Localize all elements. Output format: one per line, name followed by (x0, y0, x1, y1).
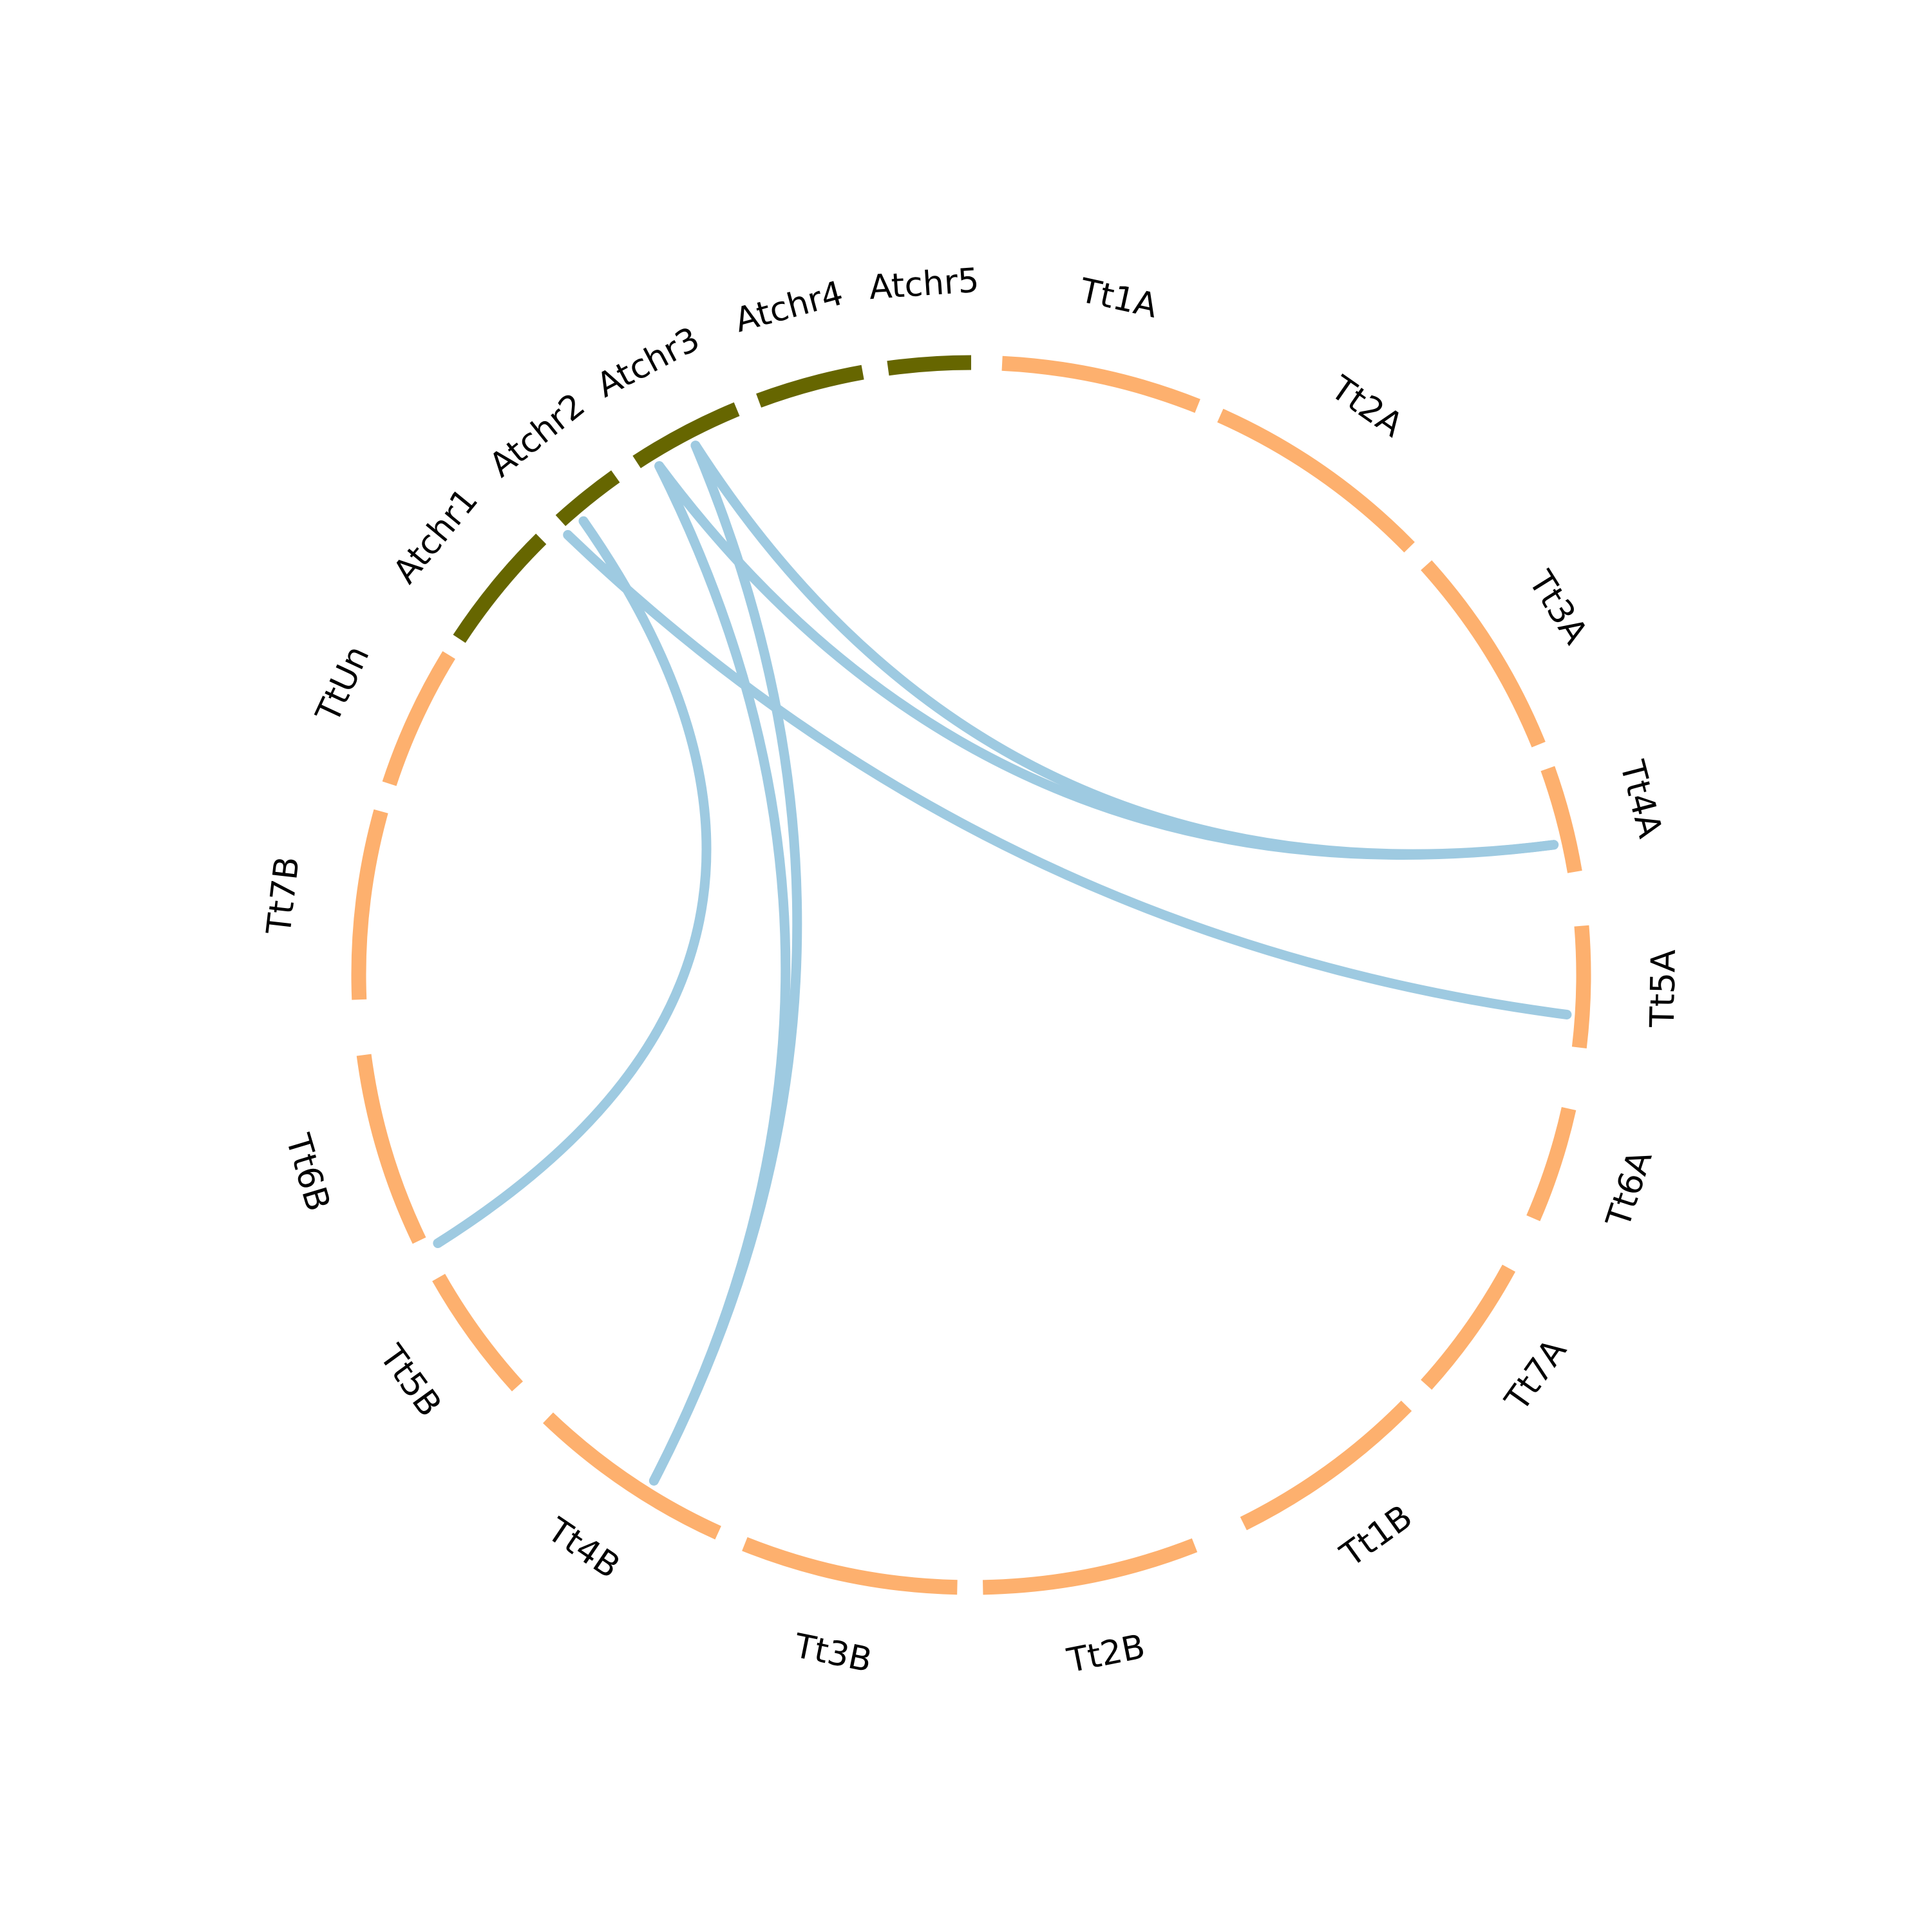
segment-label-tt7b: Tt7B (260, 855, 307, 937)
segment-arc-tt5b (432, 1274, 524, 1392)
link-atchr4-tt4a (690, 440, 1559, 859)
segment-arc-atchr5 (887, 355, 972, 376)
segment-arc-tt3a (1421, 560, 1546, 748)
segment-label-tt5a: Tt5A (1643, 949, 1683, 1028)
segment-arc-atchr1 (453, 533, 547, 643)
segment-arc-atchr4 (756, 365, 864, 408)
segment-arc-tt1a (1001, 355, 1200, 413)
segment-arc-tt4b (543, 1412, 721, 1540)
segment-arc-tt1b (1240, 1400, 1412, 1531)
segment-arc-tt2b (983, 1538, 1198, 1595)
link-atchr2-tt5a (563, 530, 1572, 1019)
segment-arc-tt4a (1540, 766, 1582, 873)
segment-arc-tt5a (1571, 925, 1591, 1048)
link-atchr4-tt4b (649, 440, 802, 1486)
segments-layer (351, 355, 1591, 1595)
segment-arc-tt6b (356, 1054, 426, 1244)
segment-arc-tt7a (1421, 1264, 1516, 1390)
links-layer (433, 440, 1572, 1486)
segment-label-atchr5: Atchr5 (868, 261, 981, 307)
segment-arc-tt7b (351, 809, 388, 1000)
segment-arc-tt3b (742, 1537, 958, 1595)
segment-arc-tt6a (1526, 1106, 1577, 1222)
segment-arc-ttun (382, 651, 455, 786)
link-atchr2-tt5b (433, 516, 712, 1249)
segment-arc-atchr2 (555, 470, 620, 526)
segment-arc-tt2a (1217, 408, 1415, 553)
segment-arc-atchr3 (632, 402, 740, 468)
